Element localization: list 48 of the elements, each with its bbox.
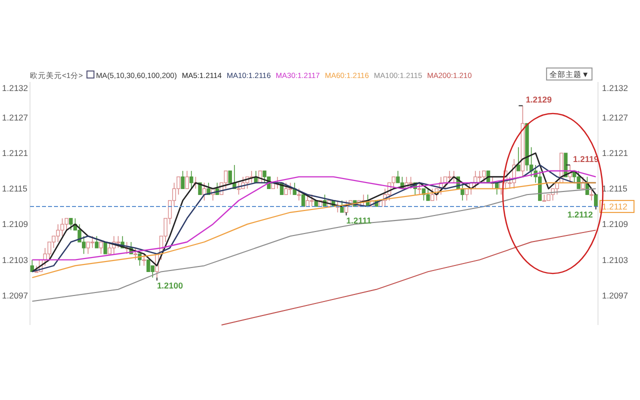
candlestick xyxy=(297,188,301,201)
line-series xyxy=(32,182,596,278)
y2-tick-label: 1.2103 xyxy=(602,254,628,265)
candlestick xyxy=(56,224,60,242)
candlestick xyxy=(482,170,486,184)
candlestick xyxy=(69,218,73,231)
y-tick-label: 1.2127 xyxy=(2,112,28,123)
candlestick xyxy=(590,188,594,201)
candlestick xyxy=(310,194,314,207)
candlestick xyxy=(288,182,292,196)
y-tick-label: 1.2115 xyxy=(2,184,28,194)
y-tick-label: 1.2132 xyxy=(2,82,28,93)
candlestick xyxy=(478,170,482,184)
candlestick xyxy=(64,218,68,231)
line-series xyxy=(32,170,596,260)
candlestick xyxy=(116,236,120,248)
candlestick xyxy=(190,170,194,190)
candlestick xyxy=(142,253,146,266)
y-tick-label: 1.2097 xyxy=(2,290,28,300)
candlestick xyxy=(146,259,150,272)
annotation: 1.2112 xyxy=(567,209,594,220)
candlestick xyxy=(426,188,430,201)
y2-tick-label: 1.2127 xyxy=(602,112,628,123)
annotation: 1.2111 xyxy=(346,215,372,226)
candlestick xyxy=(418,182,422,196)
candlestick xyxy=(99,242,103,254)
y-tick-label: 1.2121 xyxy=(2,148,28,158)
candlestick xyxy=(430,188,434,201)
annotation: 1.2100 xyxy=(156,280,184,291)
candlestick xyxy=(60,218,64,236)
y-tick-label: 1.2103 xyxy=(2,254,28,265)
candlestick xyxy=(134,248,138,260)
candlestick xyxy=(180,170,185,190)
candlestick xyxy=(460,182,464,201)
y2-tick-label: 1.2121 xyxy=(602,148,628,158)
y2-tick-label: 1.2109 xyxy=(602,219,628,230)
ref-line-label: 1.2112 xyxy=(602,201,628,212)
line-series xyxy=(32,188,596,302)
line-series xyxy=(221,230,596,326)
candlestick xyxy=(228,170,232,184)
candlestick xyxy=(185,170,189,190)
annotation: 1.2129 xyxy=(526,94,552,105)
candlestick xyxy=(516,146,520,172)
y2-tick-label: 1.2097 xyxy=(602,290,628,300)
y2-tick-label: 1.2132 xyxy=(602,82,628,93)
candlestick xyxy=(236,182,241,196)
y-tick-label: 1.2109 xyxy=(2,219,28,230)
candlestick xyxy=(94,236,99,248)
